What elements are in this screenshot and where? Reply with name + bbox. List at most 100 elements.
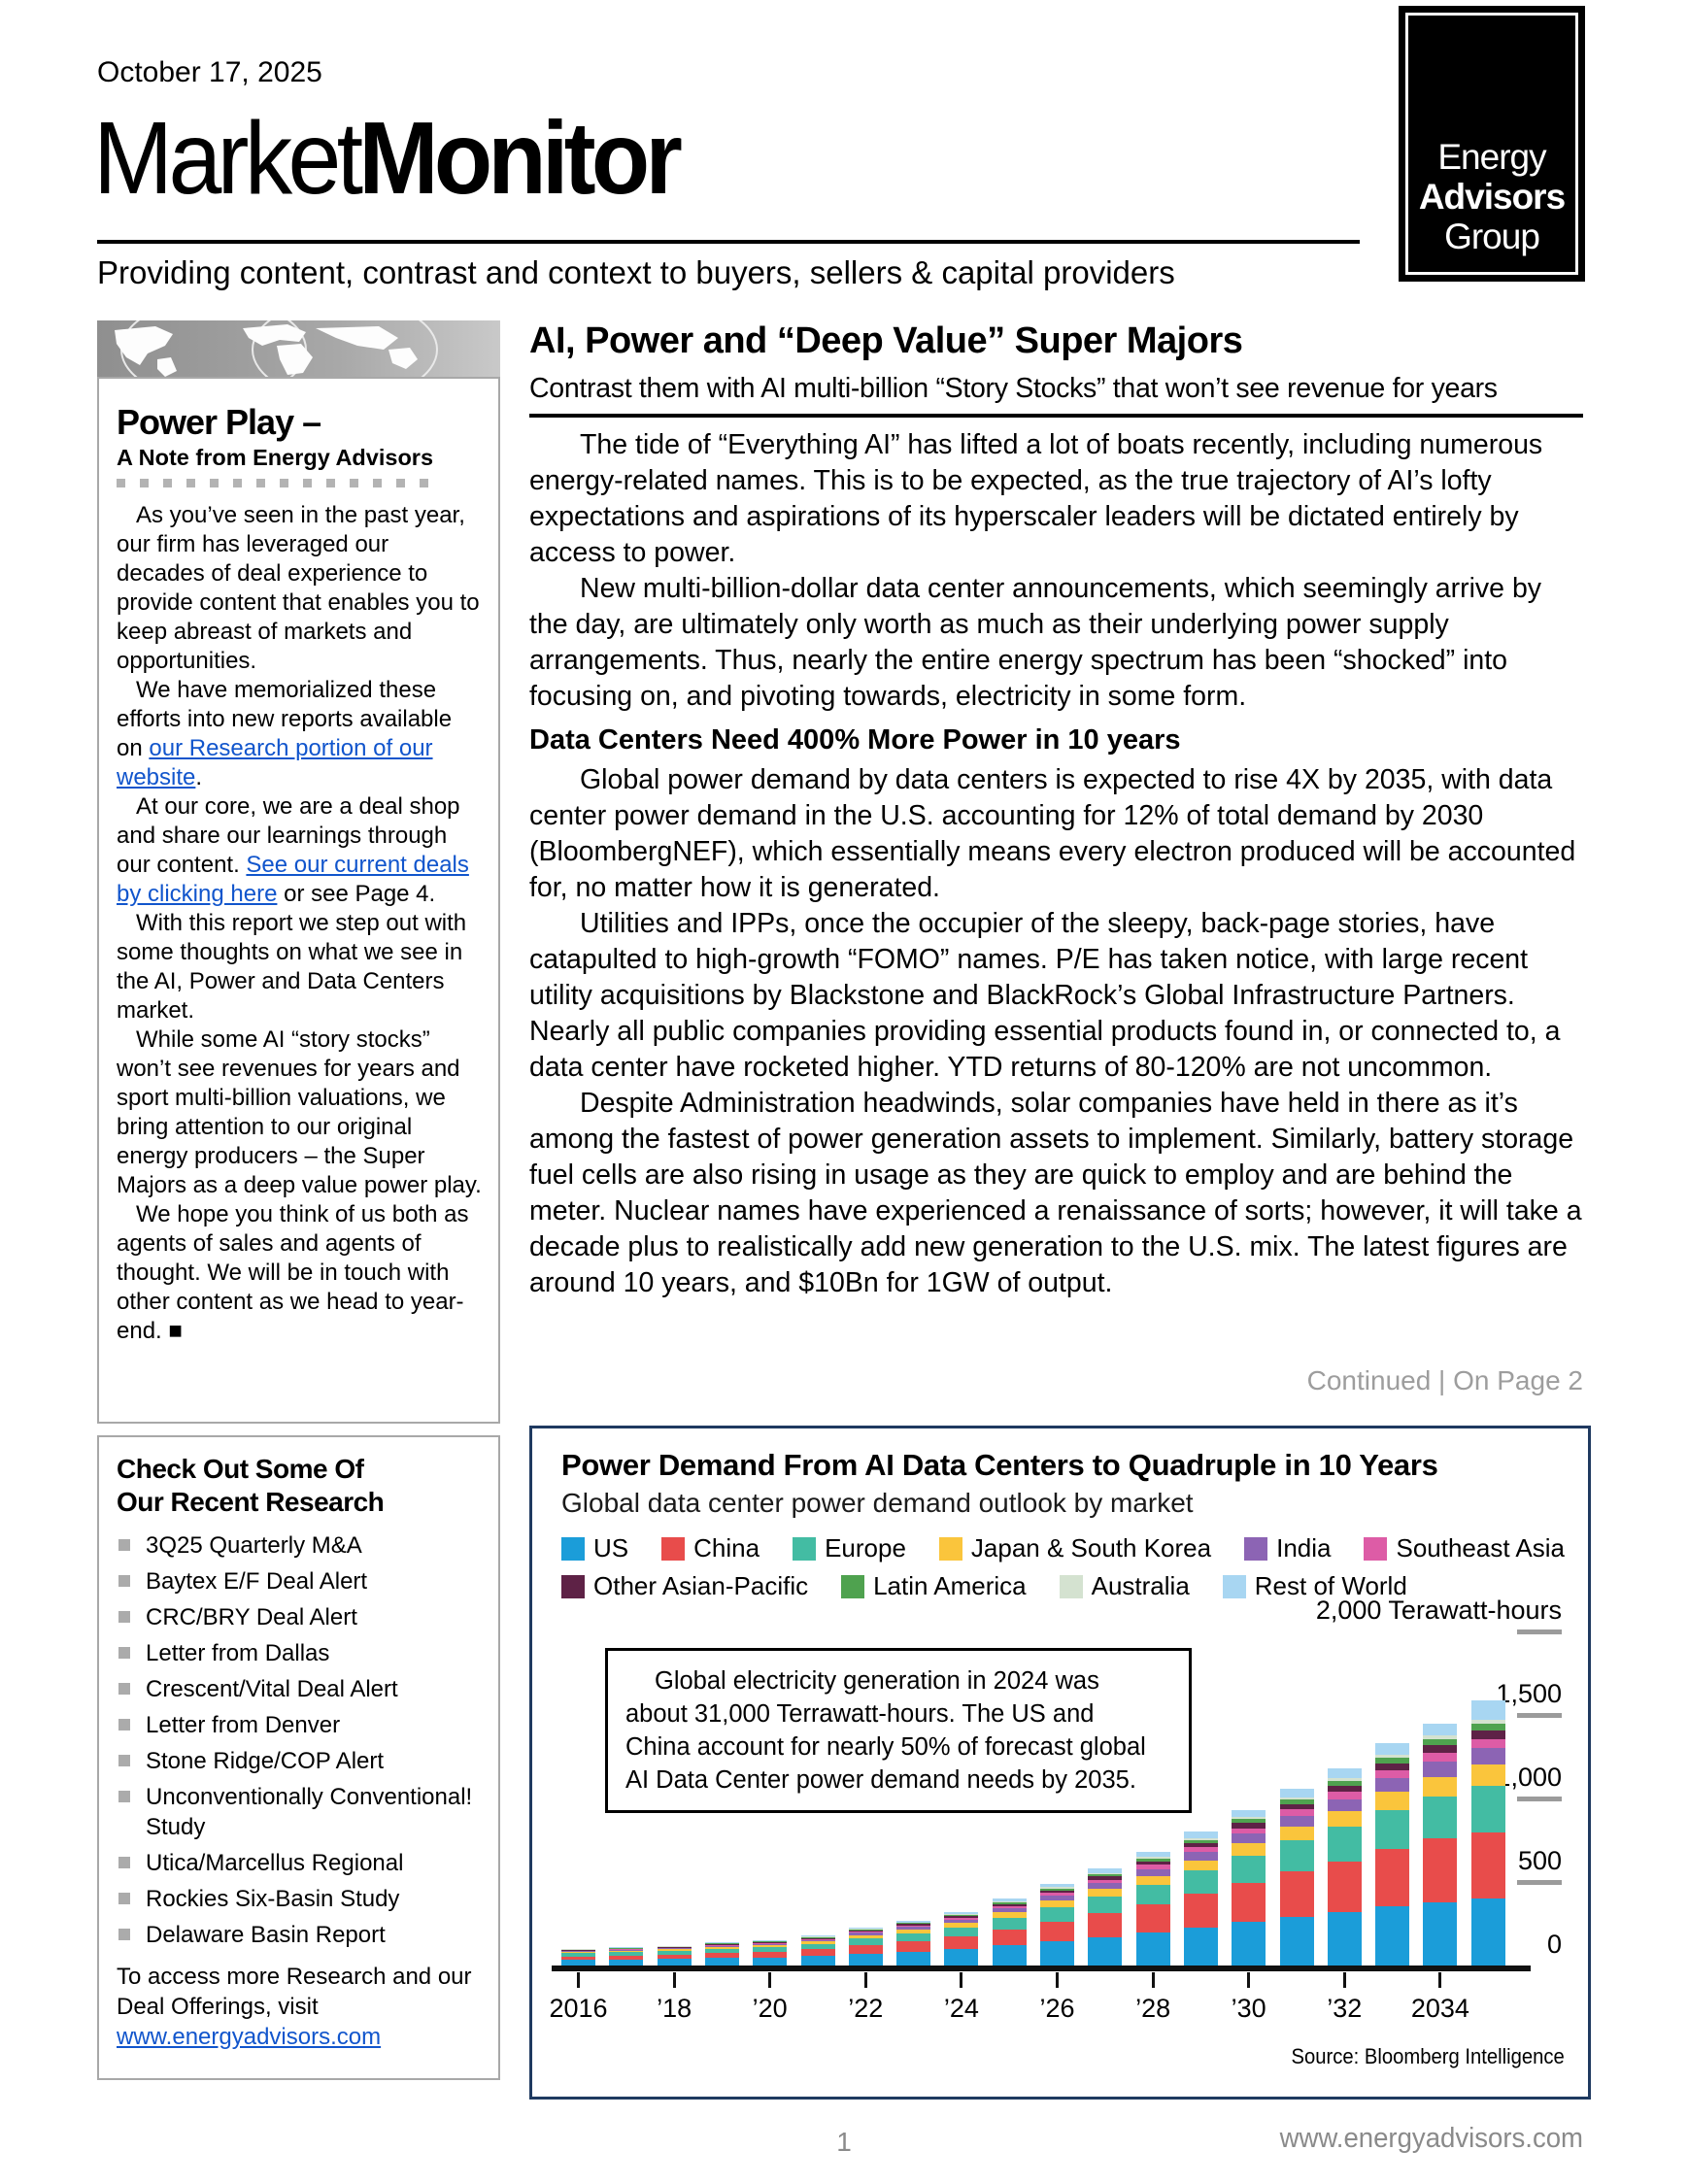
legend-entry: India [1244,1533,1331,1563]
divider-dot [186,479,195,487]
bar-segment-latin-america [1470,1723,1505,1730]
bar-segment-other-asian-pacific [1470,1730,1505,1739]
chart-bar [1183,1831,1218,1966]
text-link[interactable]: See our current deals by clicking here [117,852,469,907]
bar-segment-us [1423,1901,1458,1966]
legend-swatch-icon [841,1574,865,1598]
research-list-item[interactable]: Unconventionally Conventional! Study [117,1782,485,1842]
recent-research-panel: Check Out Some Of Our Recent Research 3Q… [97,1435,500,2080]
bar-segment-rest-of-world [704,1942,739,1944]
text-link[interactable]: www.energyadvisors.com [117,2024,382,2050]
bar-segment-japan-south-korea [800,1941,835,1944]
bar-segment-japan-south-korea [1327,1811,1362,1828]
x-axis-line [552,1966,1531,1971]
chart-bar [1279,1788,1314,1966]
research-list-item[interactable]: Letter from Denver [117,1710,485,1740]
research-list-item[interactable]: Letter from Dallas [117,1638,485,1668]
chart-bar [1375,1743,1410,1966]
bar-segment-rest-of-world [561,1948,595,1950]
bar-segment-southeast-asia [992,1905,1027,1909]
research-list-item[interactable]: Stone Ridge/COP Alert [117,1746,485,1776]
bar-segment-india [753,1943,788,1946]
masthead-title: MarketMonitor [93,85,683,231]
research-item-label: Letter from Dallas [146,1640,330,1666]
bar-segment-us [1040,1940,1074,1966]
bar-segment-india [704,1945,739,1947]
legend-entry: Southeast Asia [1364,1533,1565,1563]
divider-dot [210,479,219,487]
bar-segment-china [800,1949,835,1957]
note-text-run: We hope you think of us both as agents o… [117,1201,469,1344]
research-list-item[interactable]: CRC/BRY Deal Alert [117,1602,485,1632]
bar-segment-other-asian-pacific [1183,1842,1218,1848]
bar-segment-latin-america [1040,1888,1074,1891]
research-list-item[interactable]: Delaware Basin Report [117,1920,485,1950]
research-list-item[interactable]: Baytex E/F Deal Alert [117,1566,485,1596]
y-axis-label: 0 [1546,1930,1562,1959]
bar-segment-latin-america [1423,1739,1458,1746]
bar-segment-japan-south-korea [609,1950,644,1953]
bar-segment-europe [704,1948,739,1953]
article-paragraph: New multi-billion-dollar data center ann… [529,573,1542,712]
bar-segment-australia [1279,1797,1314,1800]
bar-segment-rest-of-world [1327,1768,1362,1779]
bar-segment-rest-of-world [1470,1699,1505,1720]
legend-label: China [693,1533,760,1562]
y-axis-label: 1,000 [1496,1763,1562,1792]
legend-entry: US [561,1533,628,1563]
bar-segment-japan-south-korea [561,1952,595,1954]
bar-segment-other-asian-pacific [609,1948,644,1950]
research-list-item[interactable]: Rockies Six-Basin Study [117,1884,485,1914]
article-body: The tide of “Everything AI” has lifted a… [529,427,1586,1301]
note-paragraph: We hope you think of us both as agents o… [117,1200,483,1346]
bar-segment-southeast-asia [561,1950,595,1952]
article-paragraph: Utilities and IPPs, once the occupier of… [529,908,1561,1083]
bar-segment-europe [1040,1906,1074,1922]
text-link[interactable]: our Research portion of our website [117,735,433,790]
bar-segment-southeast-asia [1183,1847,1218,1853]
x-axis-label: ’24 [943,1994,979,2023]
bar-segment-southeast-asia [800,1938,835,1940]
bar-segment-japan-south-korea [1232,1843,1266,1856]
note-paragraph: As you’ve seen in the past year, our fir… [117,501,483,676]
bar-segment-rest-of-world [800,1935,835,1937]
bullet-square-icon [118,1755,130,1766]
bar-segment-us [1375,1905,1410,1966]
note-paragraph: At our core, we are a deal shop and shar… [117,792,483,909]
research-item-label: Crescent/Vital Deal Alert [146,1676,398,1702]
bullet-square-icon [118,1857,130,1868]
bar-segment-latin-america [1327,1780,1362,1786]
bar-segment-latin-america [1088,1874,1123,1877]
bar-segment-latin-america [609,1948,644,1949]
bar-segment-latin-america [992,1902,1027,1904]
bar-segment-southeast-asia [1232,1828,1266,1834]
research-list-item[interactable]: Crescent/Vital Deal Alert [117,1674,485,1704]
y-axis-label: 2,000 Terawatt-hours [1315,1596,1562,1625]
research-heading-line2: Our Recent Research [117,1487,385,1517]
bar-segment-southeast-asia [1327,1792,1362,1799]
bar-segment-india [657,1948,692,1950]
bar-segment-japan-south-korea [1183,1860,1218,1871]
bullet-square-icon [118,1929,130,1940]
bar-segment-us [1470,1898,1505,1966]
bar-segment-australia [1040,1887,1074,1889]
bar-segment-southeast-asia [704,1944,739,1946]
masthead-title-regular: Market [93,101,363,216]
x-axis-tick [1151,1972,1155,1988]
bar-segment-europe [1279,1840,1314,1872]
bar-segment-china [1327,1861,1362,1912]
research-list-item[interactable]: Utica/Marcellus Regional [117,1848,485,1878]
legend-label: Latin America [873,1571,1027,1600]
bullet-square-icon [118,1893,130,1904]
x-axis-tick [1342,1972,1346,1988]
note-text-run: or see Page 4. [277,881,436,907]
bar-segment-rest-of-world [753,1940,788,1942]
research-list-item[interactable]: 3Q25 Quarterly M&A [117,1530,485,1561]
legend-label: Australia [1091,1571,1190,1600]
bar-segment-australia [992,1901,1027,1903]
bar-segment-japan-south-korea [1375,1792,1410,1810]
bar-segment-australia [1135,1857,1170,1859]
bar-segment-us [992,1944,1027,1966]
chart-legend-row-2: Other Asian-Pacific Latin America Australi… [561,1571,1407,1601]
bar-segment-japan-south-korea [848,1934,883,1938]
